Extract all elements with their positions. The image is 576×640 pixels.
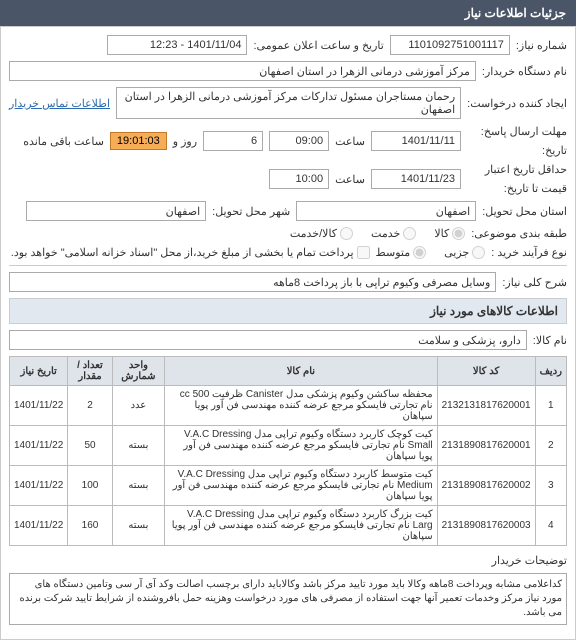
table-cell: کیت کوچک کاربرد دستگاه وکیوم تراپی مدل V… bbox=[165, 426, 437, 466]
table-cell: 1401/11/22 bbox=[10, 466, 68, 506]
table-cell: 1401/11/22 bbox=[10, 506, 68, 546]
announce-label: تاریخ و ساعت اعلان عمومی: bbox=[253, 39, 383, 52]
radio-minor[interactable]: جزیی bbox=[444, 246, 485, 259]
table-cell: کیت بزرگ کاربرد دستگاه وکیوم تراپی مدل V… bbox=[165, 506, 437, 546]
deadline-time: 09:00 bbox=[269, 131, 329, 151]
contact-link[interactable]: اطلاعات تماس خریدار bbox=[9, 97, 110, 110]
payment-checkbox[interactable]: پرداخت تمام یا بخشی از مبلغ خرید،از محل … bbox=[11, 246, 370, 259]
table-cell: 2131890817620003 bbox=[437, 506, 535, 546]
radio-service-label: خدمت bbox=[371, 227, 400, 240]
buyer-field: مرکز آموزشی درمانی الزهرا در استان اصفها… bbox=[9, 61, 476, 81]
valid-label2: قیمت تا تاریخ: bbox=[467, 182, 567, 195]
separator bbox=[9, 265, 567, 266]
table-cell: 3 bbox=[535, 466, 566, 506]
province-field: اصفهان bbox=[296, 201, 476, 221]
buyer-label: نام دستگاه خریدار: bbox=[482, 65, 567, 78]
desc-field: وسایل مصرفی وکیوم تراپی با باز پرداخت 8م… bbox=[9, 272, 496, 292]
need-no-label: شماره نیاز: bbox=[516, 39, 567, 52]
radio-both[interactable]: کالا/خدمت bbox=[290, 227, 353, 240]
table-cell: 100 bbox=[68, 466, 112, 506]
radio-medium-input bbox=[413, 246, 426, 259]
desc-label: شرح کلی نیاز: bbox=[502, 276, 567, 289]
th-qty: تعداد / مقدار bbox=[68, 357, 112, 386]
radio-goods-input bbox=[452, 227, 465, 240]
time-label1: ساعت bbox=[335, 135, 365, 148]
valid-date: 1401/11/23 bbox=[371, 169, 461, 189]
notes-field: کداعلامی مشابه وپرداخت 8ماهه وکالا باید … bbox=[9, 573, 567, 625]
panel-header: جزئیات اطلاعات نیاز bbox=[0, 0, 576, 26]
radio-service-input bbox=[403, 227, 416, 240]
table-cell: عدد bbox=[112, 386, 165, 426]
table-cell: بسته bbox=[112, 426, 165, 466]
table-cell: بسته bbox=[112, 506, 165, 546]
table-cell: 1401/11/22 bbox=[10, 386, 68, 426]
items-section-title: اطلاعات کالاهای مورد نیاز bbox=[9, 298, 567, 324]
process-label: نوع فرآیند خرید : bbox=[491, 246, 567, 259]
radio-goods[interactable]: کالا bbox=[434, 227, 465, 240]
table-cell: محفظه ساکشن وکیوم پزشکی مدل Canister ظرف… bbox=[165, 386, 437, 426]
countdown-badge: 19:01:03 bbox=[110, 132, 167, 150]
subject-radio-group: کالا خدمت کالا/خدمت bbox=[290, 227, 465, 240]
table-cell: 2131890817620002 bbox=[437, 466, 535, 506]
remain-label: ساعت باقی مانده bbox=[23, 135, 104, 148]
time-label2: ساعت bbox=[335, 173, 365, 186]
deadline-label2: تاریخ: bbox=[467, 144, 567, 157]
deadline-date: 1401/11/11 bbox=[371, 131, 461, 151]
table-cell: 1 bbox=[535, 386, 566, 426]
th-name: نام کالا bbox=[165, 357, 437, 386]
table-row: 22131890817620001کیت کوچک کاربرد دستگاه … bbox=[10, 426, 567, 466]
city-field: اصفهان bbox=[26, 201, 206, 221]
table-row: 12132131817620001محفظه ساکشن وکیوم پزشکی… bbox=[10, 386, 567, 426]
table-cell: 50 bbox=[68, 426, 112, 466]
radio-goods-label: کالا bbox=[434, 227, 449, 240]
creator-label: ایجاد کننده درخواست: bbox=[467, 97, 567, 110]
th-unit: واحد شمارش bbox=[112, 357, 165, 386]
table-cell: 4 bbox=[535, 506, 566, 546]
province-label: استان محل تحویل: bbox=[482, 205, 567, 218]
radio-minor-input bbox=[472, 246, 485, 259]
valid-time: 10:00 bbox=[269, 169, 329, 189]
table-cell: 1401/11/22 bbox=[10, 426, 68, 466]
announce-field: 1401/11/04 - 12:23 bbox=[107, 35, 247, 55]
payment-note: پرداخت تمام یا بخشی از مبلغ خرید،از محل … bbox=[11, 246, 354, 259]
table-cell: بسته bbox=[112, 466, 165, 506]
city-label: شهر محل تحویل: bbox=[212, 205, 290, 218]
table-cell: 2132131817620001 bbox=[437, 386, 535, 426]
table-row: 32131890817620002کیت متوسط کاربرد دستگاه… bbox=[10, 466, 567, 506]
process-radio-group: جزیی متوسط bbox=[376, 246, 486, 259]
notes-label: توضیحات خریدار bbox=[492, 554, 567, 567]
table-cell: 2131890817620001 bbox=[437, 426, 535, 466]
creator-field: رحمان مستاجران مسئول تدارکات مرکز آموزشی… bbox=[116, 87, 461, 119]
table-cell: کیت متوسط کاربرد دستگاه وکیوم تراپی مدل … bbox=[165, 466, 437, 506]
payment-checkbox-input bbox=[357, 246, 370, 259]
items-table: ردیف کد کالا نام کالا واحد شمارش تعداد /… bbox=[9, 356, 567, 546]
table-cell: 160 bbox=[68, 506, 112, 546]
deadline-label1: مهلت ارسال پاسخ: bbox=[467, 125, 567, 138]
radio-both-input bbox=[340, 227, 353, 240]
valid-label1: حداقل تاریخ اعتبار bbox=[467, 163, 567, 176]
goods-field: دارو، پزشکی و سلامت bbox=[9, 330, 527, 350]
table-cell: 2 bbox=[535, 426, 566, 466]
days-field: 6 bbox=[203, 131, 263, 151]
radio-both-label: کالا/خدمت bbox=[290, 227, 337, 240]
goods-label: نام کالا: bbox=[533, 334, 567, 347]
radio-service[interactable]: خدمت bbox=[371, 227, 416, 240]
need-no-field: 1101092751001117 bbox=[390, 35, 510, 55]
th-row: ردیف bbox=[535, 357, 566, 386]
radio-minor-label: جزیی bbox=[444, 246, 469, 259]
subject-type-label: طبقه بندی موضوعی: bbox=[471, 227, 567, 240]
radio-medium-label: متوسط bbox=[376, 246, 411, 259]
table-row: 42131890817620003کیت بزرگ کاربرد دستگاه … bbox=[10, 506, 567, 546]
radio-medium[interactable]: متوسط bbox=[376, 246, 427, 259]
th-code: کد کالا bbox=[437, 357, 535, 386]
th-date: تاریخ نیاز bbox=[10, 357, 68, 386]
table-cell: 2 bbox=[68, 386, 112, 426]
days-label: روز و bbox=[173, 135, 197, 148]
